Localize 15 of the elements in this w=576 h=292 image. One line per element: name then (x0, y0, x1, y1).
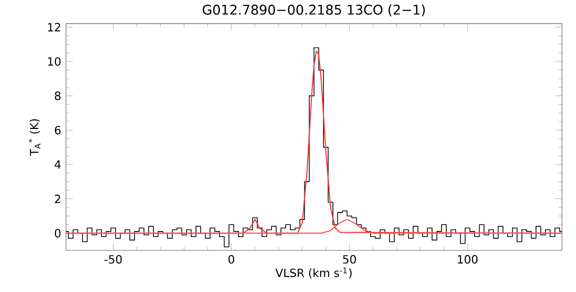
y-tick-label: 6 (54, 126, 61, 134)
y-axis-title: T$_{A}$$^{*}$ (K) (28, 119, 40, 156)
y-tick-label: 12 (48, 22, 60, 32)
x-tick-label: 50 (343, 254, 356, 264)
chart-title: G012.7890−00.2185 13CO (2−1) (202, 4, 425, 16)
y-tick-label: 8 (54, 91, 61, 100)
y-tick-label: 0 (54, 228, 61, 238)
x-tick-label: 100 (458, 254, 478, 264)
x-tick-label: -50 (104, 254, 122, 264)
x-tick-label: 0 (228, 254, 234, 264)
y-tick-label: 2 (54, 194, 60, 203)
y-tick-label: 10 (48, 57, 61, 66)
line-series (66, 218, 562, 234)
x-axis-title: VLSR (km s$^{-1}$) (275, 267, 352, 278)
y-tick-label: 4 (54, 160, 61, 168)
